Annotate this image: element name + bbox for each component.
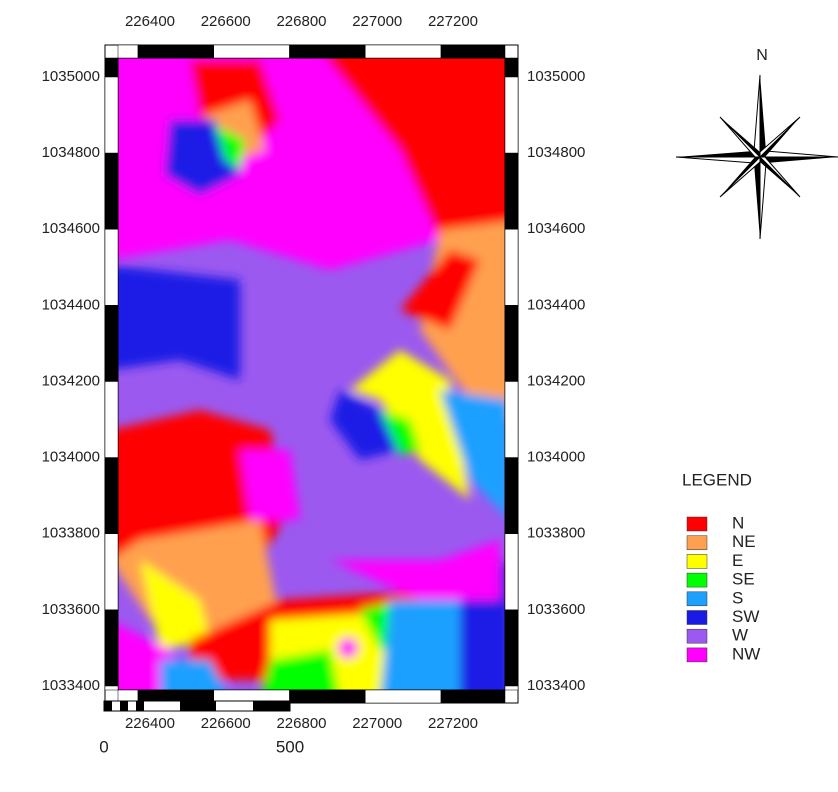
legend-swatch	[687, 554, 707, 568]
frame-segment	[105, 305, 118, 381]
y-coordinate-label: 1034600	[527, 220, 585, 237]
x-coordinate-label: 227200	[428, 715, 478, 732]
frame-segment	[105, 610, 118, 686]
frame-segment	[505, 610, 518, 686]
legend-label: NE	[732, 532, 756, 551]
frame-segment	[105, 58, 118, 77]
x-coordinate-label: 226600	[201, 13, 251, 30]
y-coordinate-label: 1035000	[527, 68, 585, 85]
y-coordinate-label: 1033600	[527, 601, 585, 618]
frame-segment	[505, 305, 518, 381]
frame-segment	[505, 229, 518, 305]
north-label: N	[756, 47, 768, 64]
legend-swatch	[687, 629, 707, 643]
frame-segment	[105, 458, 118, 534]
legend-swatch	[687, 536, 707, 550]
frame-segment	[214, 45, 290, 58]
compass-rose	[676, 75, 838, 239]
legend-swatch	[687, 573, 707, 587]
frame-segment	[505, 458, 518, 534]
frame-segment	[105, 77, 118, 153]
frame-segment	[105, 229, 118, 305]
frame-segment	[505, 686, 518, 690]
frame-segment	[505, 382, 518, 458]
y-coordinate-label: 1034400	[527, 296, 585, 313]
y-coordinate-label: 1034600	[42, 220, 100, 237]
legend-swatch	[687, 611, 707, 625]
legend-label: SE	[732, 570, 755, 589]
y-coordinate-label: 1034200	[527, 372, 585, 389]
x-coordinate-label: 227200	[428, 13, 478, 30]
legend-swatch	[687, 648, 707, 662]
y-coordinate-label: 1034000	[42, 449, 100, 466]
frame-segment	[105, 534, 118, 610]
x-coordinate-label: 226800	[276, 13, 326, 30]
legend-label: N	[732, 513, 744, 532]
legend-label: NW	[732, 644, 760, 663]
frame-segment	[505, 58, 518, 77]
frame-segment	[505, 534, 518, 610]
x-coordinate-label: 226800	[276, 715, 326, 732]
map-figure: 226400 226400 226600 226600 226800 226800 2270…	[0, 0, 838, 792]
x-coordinate-label: 226400	[125, 13, 175, 30]
x-coordinate-label: 227000	[352, 715, 402, 732]
frame-segment	[365, 45, 441, 58]
frame-segment	[105, 153, 118, 229]
y-coordinate-label: 1034000	[527, 449, 585, 466]
legend-swatch	[687, 592, 707, 606]
x-coordinate-label: 226400	[125, 715, 175, 732]
legend-title: LEGEND	[682, 470, 752, 489]
aspect-raster	[110, 50, 520, 700]
scale-label: 0	[99, 737, 108, 756]
legend-label: SW	[732, 607, 759, 626]
y-coordinate-label: 1033800	[527, 525, 585, 542]
frame-segment	[105, 686, 118, 690]
y-coordinate-label: 1033600	[42, 601, 100, 618]
y-coordinate-label: 1034800	[527, 144, 585, 161]
frame-segment	[505, 153, 518, 229]
x-coordinate-label: 226600	[201, 715, 251, 732]
frame-segment	[138, 45, 214, 58]
frame-segment	[365, 690, 441, 703]
frame-segment	[118, 45, 138, 58]
y-coordinate-label: 1033800	[42, 525, 100, 542]
frame-segment	[441, 45, 505, 58]
frame-segment	[505, 77, 518, 153]
y-coordinate-label: 1034400	[42, 296, 100, 313]
scale-label: 500	[276, 737, 304, 756]
legend-label: E	[732, 551, 743, 570]
x-coordinate-label: 227000	[352, 13, 402, 30]
legend-label: W	[732, 626, 748, 645]
legend-label: S	[732, 588, 743, 607]
y-coordinate-label: 1033400	[527, 677, 585, 694]
legend-swatch	[687, 517, 707, 531]
y-coordinate-label: 1034800	[42, 144, 100, 161]
frame-segment	[290, 690, 366, 703]
frame-segment	[441, 690, 505, 703]
y-coordinate-label: 1034200	[42, 372, 100, 389]
frame-segment	[105, 382, 118, 458]
y-coordinate-label: 1035000	[42, 68, 100, 85]
frame-segment	[290, 45, 366, 58]
y-coordinate-label: 1033400	[42, 677, 100, 694]
